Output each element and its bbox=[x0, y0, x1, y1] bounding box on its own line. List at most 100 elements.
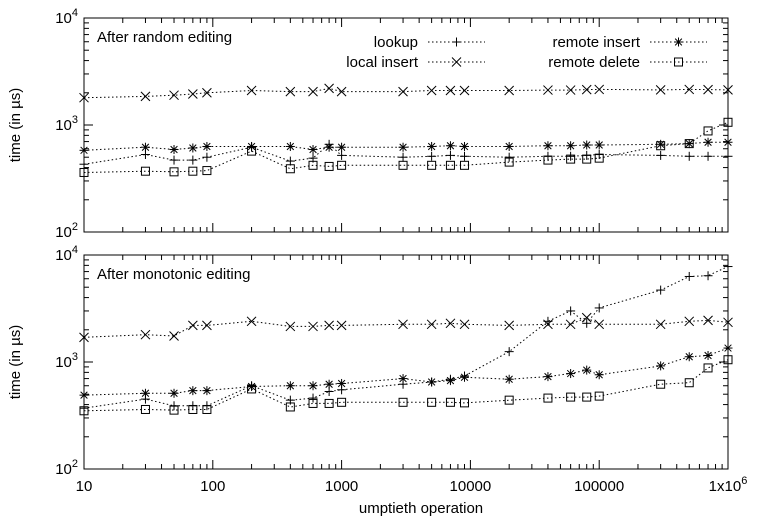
y-tick-label: 103 bbox=[55, 114, 78, 134]
data-point bbox=[140, 166, 150, 176]
data-point bbox=[337, 150, 347, 160]
data-point bbox=[684, 352, 694, 362]
legend-marker bbox=[674, 37, 683, 47]
data-point bbox=[79, 390, 89, 400]
data-point bbox=[398, 319, 408, 330]
data-point bbox=[79, 92, 89, 103]
data-point bbox=[308, 321, 318, 332]
data-point bbox=[459, 85, 470, 96]
data-point bbox=[594, 84, 605, 95]
legend-marker bbox=[452, 37, 461, 47]
series-remote-delete bbox=[79, 117, 733, 177]
data-point bbox=[504, 347, 514, 357]
panel-monotonic-editing: 102 103 104 time (in µs) After monotonic edi… bbox=[7, 244, 733, 478]
data-point bbox=[79, 332, 89, 343]
data-point bbox=[566, 306, 576, 316]
data-point bbox=[594, 319, 605, 330]
data-point bbox=[247, 382, 257, 392]
series-remote-delete bbox=[79, 355, 733, 416]
data-point bbox=[582, 318, 592, 328]
x-tick-label: 100000 bbox=[574, 478, 624, 495]
data-point bbox=[703, 363, 713, 373]
data-point bbox=[543, 372, 553, 382]
data-point bbox=[324, 142, 334, 152]
data-point bbox=[566, 392, 576, 402]
data-point bbox=[324, 379, 334, 389]
data-point bbox=[169, 388, 179, 398]
data-point bbox=[285, 381, 295, 391]
data-point bbox=[445, 318, 456, 329]
data-point bbox=[427, 377, 437, 387]
data-point bbox=[582, 154, 592, 164]
x-axis-title: umptieth operation bbox=[359, 500, 483, 517]
legend-label: remote delete bbox=[548, 54, 640, 71]
data-point bbox=[285, 141, 295, 151]
data-point bbox=[656, 150, 666, 160]
data-point bbox=[247, 146, 257, 156]
data-point bbox=[566, 151, 576, 161]
data-point bbox=[285, 86, 296, 97]
data-point bbox=[188, 386, 198, 396]
data-point bbox=[703, 271, 713, 281]
data-point bbox=[202, 320, 212, 331]
legend-marker bbox=[451, 57, 462, 67]
data-point bbox=[324, 83, 334, 94]
x-tick-label: 100 bbox=[200, 478, 225, 495]
data-point bbox=[504, 152, 514, 162]
data-point bbox=[543, 319, 553, 330]
data-point bbox=[723, 151, 733, 161]
data-point bbox=[723, 117, 733, 127]
data-point bbox=[337, 397, 347, 407]
panel-random-editing: 102 103 104 time (in µs) After random editin… bbox=[7, 7, 733, 241]
x-tick-label: 10 bbox=[76, 478, 93, 495]
data-point bbox=[460, 160, 470, 170]
data-point bbox=[504, 85, 515, 96]
data-point bbox=[594, 370, 604, 380]
data-point bbox=[426, 319, 437, 330]
data-point bbox=[504, 157, 514, 167]
data-point bbox=[723, 355, 733, 365]
data-point bbox=[684, 378, 694, 388]
x-tick-label: 10000 bbox=[450, 478, 492, 495]
data-point bbox=[594, 303, 604, 313]
data-point bbox=[427, 160, 437, 170]
data-point bbox=[656, 379, 666, 389]
data-point bbox=[308, 145, 318, 155]
data-point bbox=[582, 365, 592, 375]
data-point bbox=[79, 167, 89, 177]
x-tick-label: 1x106 bbox=[709, 475, 748, 495]
data-point bbox=[684, 316, 695, 327]
data-point bbox=[247, 384, 257, 394]
y-tick-label: 104 bbox=[55, 244, 78, 264]
data-point bbox=[202, 87, 212, 98]
data-point bbox=[656, 285, 666, 295]
data-point bbox=[285, 402, 295, 412]
data-point bbox=[543, 85, 553, 95]
x-tick-label: 1000 bbox=[325, 478, 358, 495]
series-line bbox=[83, 141, 728, 151]
data-point bbox=[566, 369, 576, 379]
data-point bbox=[703, 351, 713, 361]
data-point bbox=[337, 160, 347, 170]
data-point bbox=[285, 321, 296, 332]
data-point bbox=[169, 405, 179, 415]
data-point bbox=[594, 140, 604, 150]
data-point bbox=[543, 155, 553, 165]
series-local-insert bbox=[79, 83, 733, 103]
data-point bbox=[460, 151, 470, 161]
y-tick-label: 102 bbox=[55, 458, 78, 478]
data-point bbox=[504, 320, 515, 331]
data-point bbox=[79, 159, 89, 169]
legend-label: local insert bbox=[346, 54, 419, 71]
legend-item-remote-delete: remote delete bbox=[548, 54, 707, 71]
data-point bbox=[723, 317, 733, 328]
legend-item-local-insert: local insert bbox=[346, 54, 485, 71]
data-point bbox=[703, 151, 713, 161]
series-local-insert bbox=[79, 312, 733, 343]
series-remote-insert bbox=[79, 137, 733, 155]
data-point bbox=[398, 142, 408, 152]
data-point bbox=[703, 126, 713, 136]
y-tick-label: 102 bbox=[55, 221, 78, 241]
data-point bbox=[582, 140, 592, 150]
